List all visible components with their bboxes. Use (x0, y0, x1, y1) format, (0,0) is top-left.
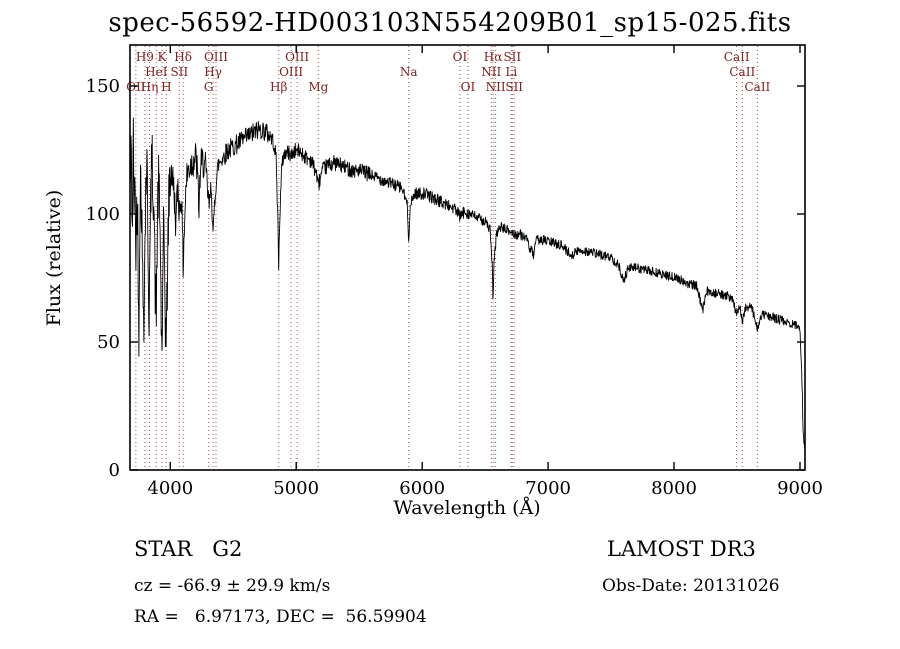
spectral-line-label: NII (481, 65, 501, 79)
spectral-line-label: CaII (729, 65, 755, 79)
spectral-line-label: Hδ (174, 50, 192, 64)
x-tick-label: 4000 (147, 478, 193, 499)
spectral-line-label: OIII (204, 50, 228, 64)
x-tick-label: 7000 (525, 478, 571, 499)
survey-label: LAMOST DR3 (607, 537, 756, 561)
spectral-line-label: CaII (724, 50, 750, 64)
ra-dec-value: RA = 6.97173, DEC = 56.59904 (134, 607, 427, 627)
spectral-line-label: G (204, 80, 214, 94)
spectral-line-label: Hγ (204, 65, 222, 79)
spectral-line-label: Li (505, 65, 517, 79)
spectral-line-label: OI (461, 80, 476, 94)
spectral-line-label: OII (126, 80, 146, 94)
spectral-line-label: SII (171, 65, 189, 79)
spectral-line-label: Mg (308, 80, 328, 94)
x-tick-label: 8000 (651, 478, 697, 499)
spectral-line-label: H9 (136, 50, 154, 64)
y-tick-label: 150 (86, 76, 120, 97)
spectrum-trace (129, 117, 806, 448)
spectral-line-label: Na (400, 65, 418, 79)
plot-border (129, 44, 806, 471)
obs-date: Obs-Date: 20131026 (602, 576, 780, 596)
y-axis-label: Flux (relative) (43, 190, 65, 327)
spectral-line-label: OIII (285, 50, 309, 64)
spectral-line-label: Hη (141, 80, 159, 94)
y-tick-label: 50 (97, 332, 120, 353)
x-tick-label: 6000 (399, 478, 445, 499)
classification-label: STAR G2 (134, 537, 243, 561)
spectral-line-label: CaII (744, 80, 770, 94)
cz-value: cz = -66.9 ± 29.9 km/s (134, 576, 331, 596)
spectral-line-label: NII (486, 80, 506, 94)
spectral-line-label: H (161, 80, 171, 94)
spectral-line-label: OI (453, 50, 468, 64)
x-tick-label: 9000 (777, 478, 823, 499)
spectral-line-label: OIII (279, 65, 303, 79)
y-tick-label: 0 (109, 460, 120, 481)
spectral-line-label: Hβ (270, 80, 287, 94)
spectral-line-label: SII (503, 50, 521, 64)
y-tick-label: 100 (86, 204, 120, 225)
figure-title: spec-56592-HD003103N554209B01_sp15-025.f… (108, 8, 792, 38)
spectral-line-label: Hα (484, 50, 503, 64)
x-tick-label: 5000 (273, 478, 319, 499)
x-axis-label: Wavelength (Å) (393, 497, 540, 519)
spectral-line-label: SII (505, 80, 523, 94)
spectral-line-label: K (158, 50, 168, 64)
spectral-line-label: HeI (145, 65, 168, 79)
